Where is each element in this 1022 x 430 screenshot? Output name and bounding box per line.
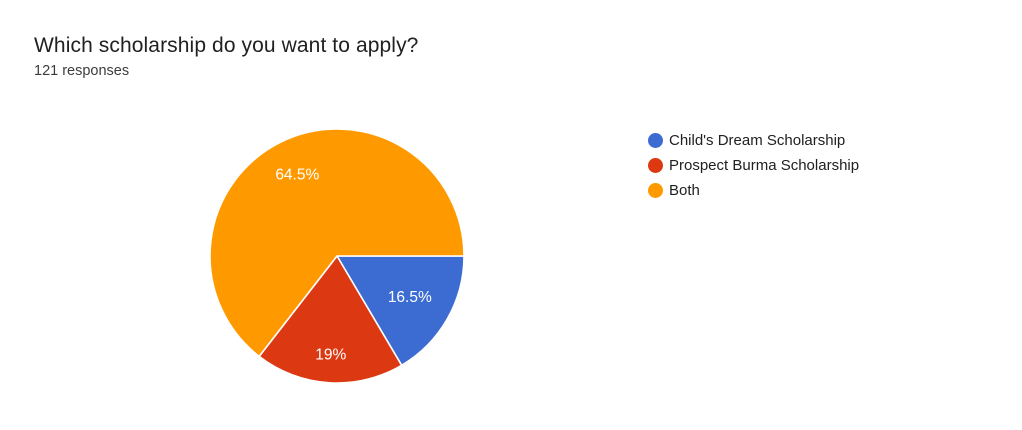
legend-item-childs-dream: Child's Dream Scholarship bbox=[648, 128, 859, 153]
legend-label: Both bbox=[669, 182, 700, 199]
legend-item-both: Both bbox=[648, 178, 859, 203]
legend-label: Prospect Burma Scholarship bbox=[669, 157, 860, 174]
legend-dot bbox=[648, 183, 663, 198]
pie-chart: 16.5% 19% 64.5% bbox=[209, 128, 465, 384]
responses-count: 121 responses bbox=[34, 63, 130, 79]
legend-dot bbox=[648, 133, 663, 148]
pie-slice-label: 16.5% bbox=[388, 289, 432, 306]
legend-item-prospect-burma: Prospect Burma Scholarship bbox=[648, 153, 859, 178]
question-title: Which scholarship do you want to apply? bbox=[34, 34, 419, 57]
legend-dot bbox=[648, 158, 663, 173]
pie-slice-1[interactable] bbox=[258, 255, 403, 384]
legend-label: Child's Dream Scholarship bbox=[669, 132, 846, 149]
pie-slice-0[interactable] bbox=[336, 255, 465, 367]
pie-slice-label: 64.5% bbox=[275, 167, 319, 184]
pie-slice-2[interactable] bbox=[209, 128, 465, 358]
chart-legend: Child's Dream Scholarship Prospect Burma… bbox=[648, 128, 859, 203]
pie-slice-label: 19% bbox=[315, 346, 346, 363]
